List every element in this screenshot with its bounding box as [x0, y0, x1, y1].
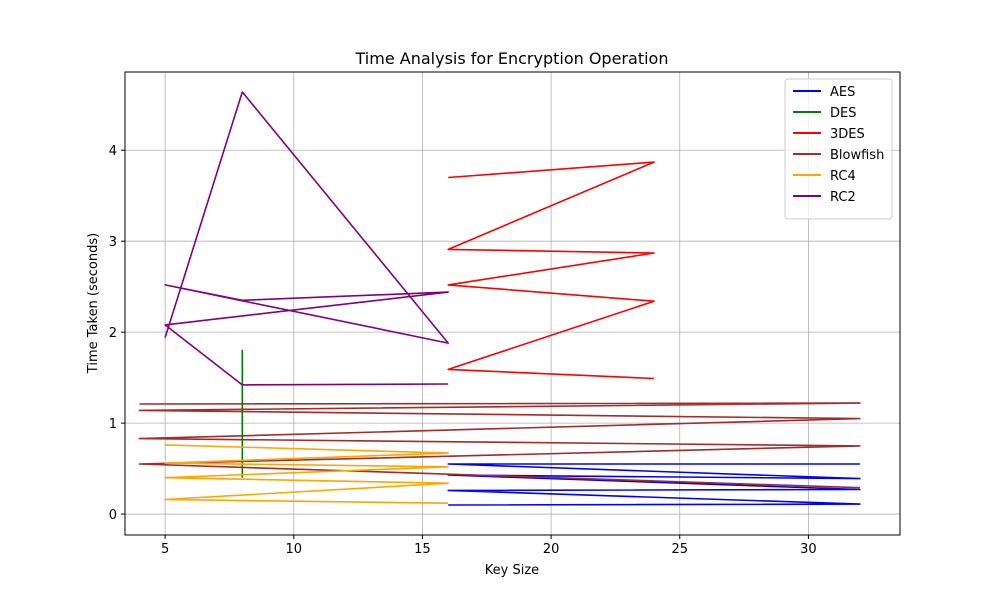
x-tick-label: 20	[543, 542, 560, 557]
plot-lines	[138, 91, 861, 506]
series-line-3des	[447, 161, 655, 380]
legend-box	[784, 78, 893, 220]
y-tick-label: 1	[109, 417, 117, 432]
legend-label-rc4: RC4	[830, 169, 856, 184]
chart-title: Time Analysis for Encryption Operation	[355, 49, 669, 68]
y-tick-label: 3	[109, 235, 117, 250]
legend-label-3des: 3DES	[830, 127, 865, 142]
x-axis-label: Key Size	[485, 563, 539, 578]
grid	[125, 72, 900, 535]
y-tick-label: 0	[109, 508, 117, 523]
y-tick-label: 2	[109, 326, 117, 341]
x-tick-label: 5	[161, 542, 169, 557]
y-axis-label: Time Taken (seconds)	[86, 233, 101, 374]
legend-label-rc2: RC2	[830, 190, 856, 205]
x-tick-label: 10	[286, 542, 303, 557]
legend-label-des: DES	[830, 106, 856, 121]
legend-label-aes: AES	[830, 85, 855, 100]
x-tick-label: 25	[671, 542, 688, 557]
series-line-aes	[447, 463, 861, 506]
legend-label-blowfish: Blowfish	[830, 148, 884, 163]
y-tick-label: 4	[109, 144, 117, 159]
series-line-rc2	[164, 91, 450, 386]
plot-frame	[124, 71, 901, 536]
x-tick-label: 30	[800, 542, 817, 557]
series-line-blowfish	[138, 402, 861, 489]
legend: AES DES 3DES Blowfish RC4 RC2	[784, 78, 893, 220]
axis-ticks: 5 10 15 20 25 30 0 1 2 3 4	[109, 144, 817, 557]
series-line-rc4	[164, 444, 450, 504]
x-tick-label: 15	[414, 542, 431, 557]
